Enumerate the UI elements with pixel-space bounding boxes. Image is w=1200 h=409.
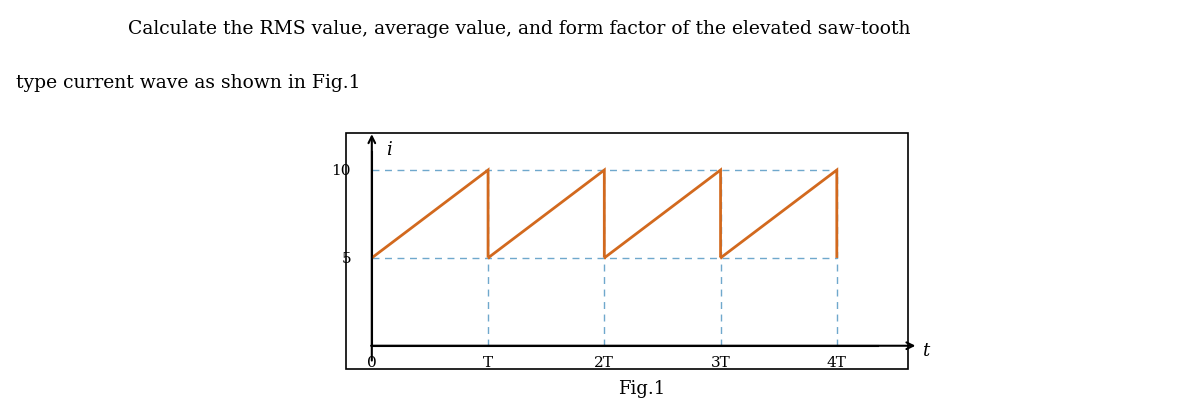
Text: Calculate the RMS value, average value, and form factor of the elevated saw-toot: Calculate the RMS value, average value, … <box>128 20 911 38</box>
Text: 5: 5 <box>341 251 350 265</box>
Text: 0: 0 <box>367 355 377 369</box>
Text: T: T <box>482 355 493 369</box>
Text: type current wave as shown in Fig.1: type current wave as shown in Fig.1 <box>16 74 360 92</box>
Text: Fig.1: Fig.1 <box>618 379 666 397</box>
Text: t: t <box>922 341 929 359</box>
Text: 10: 10 <box>331 164 350 178</box>
Text: i: i <box>385 141 391 159</box>
Text: 3T: 3T <box>710 355 731 369</box>
Text: 2T: 2T <box>594 355 614 369</box>
Text: 4T: 4T <box>827 355 847 369</box>
